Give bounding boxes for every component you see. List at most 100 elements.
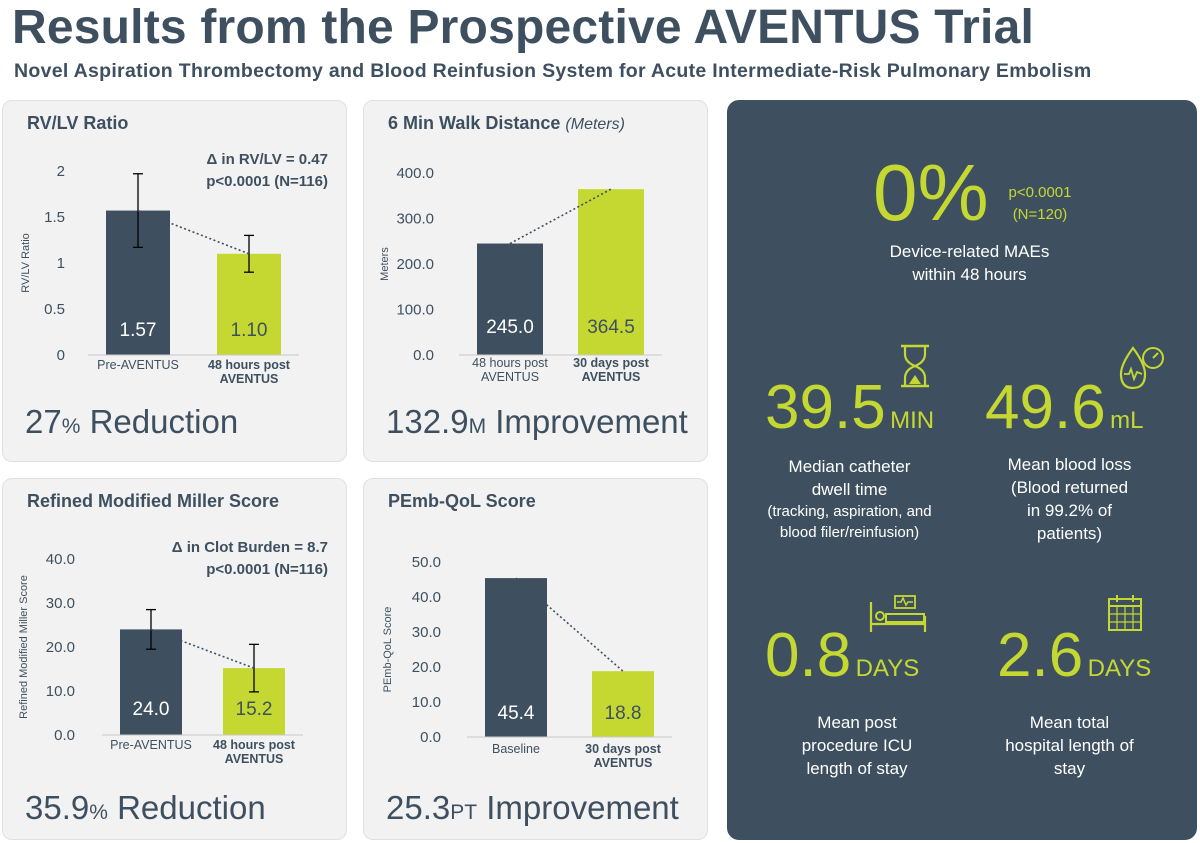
miller-panel-title: Refined Modified Miller Score — [27, 491, 280, 511]
icu-desc-line3: length of stay — [806, 759, 908, 778]
qol-y-tick-label: 30.0 — [412, 624, 441, 641]
icu-value: 0.8 — [765, 621, 852, 690]
rvlv-bar-value-label: 1.57 — [120, 320, 157, 341]
qol-headline-unit: PT — [450, 801, 478, 824]
miller-y-tick-label: 20.0 — [46, 639, 75, 656]
rvlv-y-tick-label: 1 — [57, 255, 65, 272]
dwell-sub-line2: blood filer/reinfusion) — [779, 524, 920, 541]
blood-description: Mean blood loss (Blood returned in 99.2%… — [977, 453, 1162, 545]
rvlv-stat-delta: Δ in RV/LV = 0.47 — [206, 151, 328, 168]
qol-headline: 25.3PT Improvement — [386, 789, 679, 827]
hourglass-icon — [901, 344, 929, 388]
rvlv-stat: Δ in RV/LV = 0.47 p<0.0001 (N=116) — [206, 149, 328, 193]
walk-bar-value-label: 364.5 — [587, 317, 635, 338]
qol-trend-line — [515, 577, 624, 672]
walk-panel-title-text: 6 Min Walk Distance — [388, 113, 561, 133]
blood-drop-gauge-icon — [1119, 346, 1164, 390]
rvlv-headline-unit: % — [61, 415, 81, 438]
blood-metric: 49.6 mL — [985, 372, 1143, 443]
page-title: Results from the Prospective AVENTUS Tri… — [12, 1, 1035, 54]
miller-y-tick-label: 40.0 — [46, 551, 75, 568]
miller-category-label: 48 hours post — [213, 738, 296, 752]
walk-panel-title: 6 Min Walk Distance (Meters) — [388, 113, 625, 134]
qol-y-tick-label: 40.0 — [412, 589, 441, 606]
miller-stat-delta: Δ in Clot Burden = 8.7 — [171, 539, 328, 556]
rvlv-headline-text: Reduction — [80, 403, 239, 440]
walk-panel-title-unit: (Meters) — [565, 116, 625, 133]
walk-headline-unit: M — [468, 415, 487, 438]
rvlv-stat-p: p<0.0001 (N=116) — [206, 173, 328, 190]
rvlv-category-label: Pre-AVENTUS — [97, 358, 179, 372]
blood-value: 49.6 — [985, 373, 1106, 442]
qol-category-label: 30 days post — [585, 742, 662, 756]
miller-stat-p: p<0.0001 (N=116) — [206, 561, 328, 578]
miller-category-label: Pre-AVENTUS — [110, 738, 192, 752]
miller-panel: Refined Modified Miller Score Δ in Clot … — [2, 478, 347, 840]
miller-y-tick-label: 30.0 — [46, 595, 75, 612]
miller-trend-line — [150, 628, 255, 669]
blood-desc-line4: patients) — [1036, 524, 1103, 543]
dwell-value: 39.5 — [765, 373, 886, 442]
mae-desc-line2: within 48 hours — [912, 265, 1027, 284]
rvlv-y-tick-label: 1.5 — [44, 209, 65, 226]
hospital-desc-line1: Mean total — [1029, 713, 1110, 732]
miller-headline: 35.9% Reduction — [25, 789, 266, 827]
mae-p-line2: (N=120) — [1012, 206, 1068, 223]
walk-bar-value-label: 245.0 — [486, 317, 534, 338]
qol-category-label: Baseline — [492, 742, 540, 756]
icu-unit: DAYS — [855, 655, 920, 682]
qol-chart: PEmb-QoL Score 0.0 10.0 20.0 30.0 40.0 50.0 45.… — [382, 554, 672, 770]
rvlv-chart: RV/LV Ratio 0 0.5 1 1.5 2 1.57 Pre-AVENTUS 1.10 4… — [20, 163, 299, 386]
rvlv-headline: 27% Reduction — [25, 403, 238, 441]
rvlv-y-tick-label: 0.5 — [44, 301, 65, 318]
miller-y-tick-label: 10.0 — [46, 683, 75, 700]
walk-category-label: 48 hours post — [472, 356, 548, 370]
dwell-sub-line1: (tracking, aspiration, and — [767, 503, 932, 520]
rvlv-trend-line — [137, 209, 250, 255]
rvlv-y-tick-label: 2 — [57, 163, 65, 180]
dwell-unit: MIN — [890, 407, 935, 434]
mae-description: Device-related MAEs within 48 hours — [827, 240, 1112, 286]
page-subtitle: Novel Aspiration Thrombectomy and Blood … — [14, 60, 1092, 82]
hospital-value: 2.6 — [997, 621, 1084, 690]
qol-panel: PEmb-QoL Score PEmb-QoL Score 0.0 10.0 20.0… — [363, 478, 708, 840]
qol-bar — [485, 578, 547, 737]
icu-metric: 0.8 DAYS — [765, 620, 919, 691]
walk-bar — [578, 189, 644, 355]
walk-y-tick-label: 200.0 — [396, 256, 434, 273]
walk-category-label: 30 days post — [573, 356, 650, 370]
walk-category-label: AVENTUS — [481, 370, 539, 384]
mae-p-line1: p<0.0001 — [1008, 184, 1072, 201]
miller-headline-text: Reduction — [107, 789, 266, 826]
qol-y-tick-label: 10.0 — [412, 694, 441, 711]
miller-headline-value: 35.9 — [25, 789, 90, 826]
rvlv-bar-value-label: 1.10 — [231, 320, 268, 341]
qol-headline-value: 25.3 — [386, 789, 451, 826]
icu-desc-line2: procedure ICU — [801, 736, 913, 755]
walk-trend-line — [509, 188, 612, 245]
qol-bar — [592, 671, 654, 737]
qol-bar-value-label: 45.4 — [498, 703, 535, 724]
hospital-metric: 2.6 DAYS — [997, 620, 1151, 691]
hospital-desc-line3: stay — [1053, 759, 1086, 778]
dwell-metric: 39.5 MIN — [765, 372, 934, 443]
walk-y-tick-label: 0.0 — [413, 347, 434, 364]
walk-bar — [477, 243, 543, 355]
rvlv-panel: RV/LV Ratio Δ in RV/LV = 0.47 p<0.0001 (… — [2, 100, 347, 462]
miller-chart: Refined Modified Miller Score 0.0 10.0 20.0… — [18, 551, 303, 766]
miller-y-tick-label: 0.0 — [54, 727, 75, 744]
walk-headline-value: 132.9 — [386, 403, 469, 440]
walk-panel: 6 Min Walk Distance (Meters) Meters 0.0 10… — [363, 100, 708, 462]
rvlv-headline-value: 27 — [25, 403, 62, 440]
rvlv-category-label: AVENTUS — [220, 372, 279, 386]
icu-description: Mean post procedure ICU length of stay — [757, 711, 957, 780]
walk-category-label: AVENTUS — [582, 370, 641, 384]
qol-headline-text: Improvement — [477, 789, 679, 826]
blood-desc-line2: (Blood returned — [1010, 478, 1129, 497]
rvlv-category-label: 48 hours post — [208, 358, 291, 372]
mae-pvalue: p<0.0001 (N=120) — [995, 182, 1085, 226]
qol-bar-value-label: 18.8 — [605, 703, 642, 724]
rvlv-y-tick-label: 0 — [57, 347, 65, 364]
walk-headline-text: Improvement — [486, 403, 688, 440]
hospital-description: Mean total hospital length of stay — [977, 711, 1162, 780]
